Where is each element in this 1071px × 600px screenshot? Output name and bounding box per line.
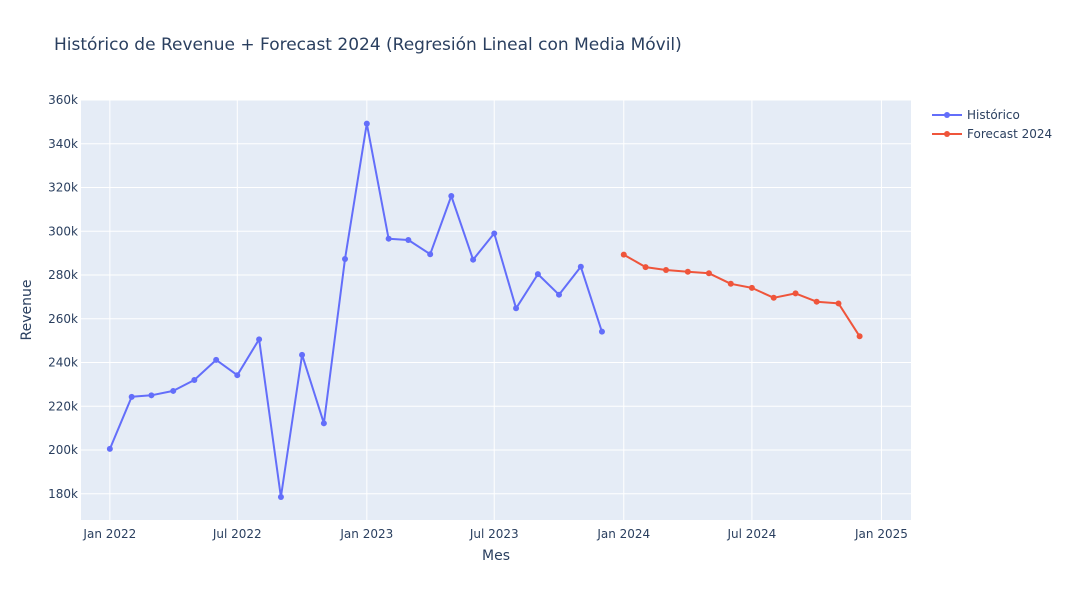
data-point[interactable] — [835, 300, 842, 307]
y-tick-label: 360k — [48, 93, 78, 107]
data-point[interactable] — [770, 294, 777, 301]
data-point[interactable] — [534, 271, 541, 278]
legend-label: Histórico — [967, 108, 1020, 122]
series-layer — [106, 120, 863, 501]
y-axis-title: Revenue — [19, 280, 35, 341]
series-line — [108, 122, 603, 498]
y-tick-label: 220k — [48, 399, 78, 413]
y-tick-label: 200k — [48, 443, 78, 457]
y-tick-label: 320k — [48, 181, 78, 195]
data-point[interactable] — [598, 328, 605, 335]
data-point[interactable] — [191, 377, 198, 383]
data-point[interactable] — [299, 351, 306, 358]
y-tick-label: 240k — [48, 356, 78, 370]
data-point[interactable] — [320, 420, 327, 427]
legend[interactable]: Histórico Forecast 2024 — [932, 108, 1052, 141]
data-point[interactable] — [427, 251, 434, 258]
data-point[interactable] — [491, 230, 498, 237]
data-point[interactable] — [705, 270, 712, 277]
data-point[interactable] — [727, 280, 734, 287]
y-tick-label: 280k — [48, 268, 78, 282]
data-point[interactable] — [277, 494, 284, 501]
data-point[interactable] — [684, 268, 691, 275]
legend-label: Forecast 2024 — [967, 127, 1052, 141]
data-point[interactable] — [385, 235, 392, 242]
series-line — [623, 253, 861, 337]
data-point[interactable] — [470, 256, 477, 263]
series-0 — [106, 120, 605, 501]
data-point[interactable] — [620, 251, 627, 258]
data-point[interactable] — [234, 372, 241, 379]
x-axis-title: Mes — [482, 548, 510, 564]
data-point[interactable] — [341, 256, 348, 263]
data-point[interactable] — [556, 291, 563, 298]
x-tick-label: Jan 2023 — [339, 527, 393, 541]
legend-marker-icon — [944, 112, 950, 118]
data-point[interactable] — [128, 393, 135, 400]
y-tick-label: 300k — [48, 224, 78, 238]
y-axis-ticks: 180k 200k 220k 240k 260k 280k 300k 320k 340k 360k — [48, 93, 78, 501]
legend-item[interactable]: Histórico — [932, 108, 1020, 122]
x-tick-label: Jul 2022 — [212, 527, 262, 541]
data-point[interactable] — [513, 305, 520, 312]
x-gridlines — [109, 100, 882, 520]
data-point[interactable] — [856, 333, 863, 340]
data-point[interactable] — [170, 387, 177, 394]
x-tick-label: Jan 2024 — [596, 527, 650, 541]
data-point[interactable] — [448, 193, 455, 200]
data-point[interactable] — [405, 237, 412, 243]
plot-area — [81, 100, 911, 520]
legend-item[interactable]: Forecast 2024 — [932, 127, 1052, 141]
data-point[interactable] — [106, 445, 113, 452]
data-point[interactable] — [148, 392, 155, 399]
x-tick-label: Jul 2023 — [469, 527, 519, 541]
x-axis-ticks: Jan 2022 Jul 2022 Jan 2023 Jul 2023 Jan 2024… — [82, 527, 907, 541]
y-tick-label: 340k — [48, 137, 78, 151]
data-point[interactable] — [642, 264, 649, 271]
data-point[interactable] — [577, 263, 584, 270]
x-tick-label: Jul 2024 — [726, 527, 776, 541]
data-point[interactable] — [813, 298, 820, 305]
data-point[interactable] — [363, 120, 370, 127]
data-point[interactable] — [792, 290, 799, 297]
legend-marker-icon — [944, 131, 950, 137]
series-1 — [620, 251, 863, 340]
y-tick-label: 180k — [48, 487, 78, 501]
data-point[interactable] — [748, 284, 755, 291]
x-tick-label: Jan 2022 — [82, 527, 136, 541]
x-tick-label: Jan 2025 — [854, 527, 908, 541]
y-tick-label: 260k — [48, 312, 78, 326]
data-point[interactable] — [256, 336, 263, 343]
data-point[interactable] — [213, 356, 220, 363]
data-point[interactable] — [663, 266, 670, 273]
chart-title: Histórico de Revenue + Forecast 2024 (Re… — [54, 35, 682, 55]
